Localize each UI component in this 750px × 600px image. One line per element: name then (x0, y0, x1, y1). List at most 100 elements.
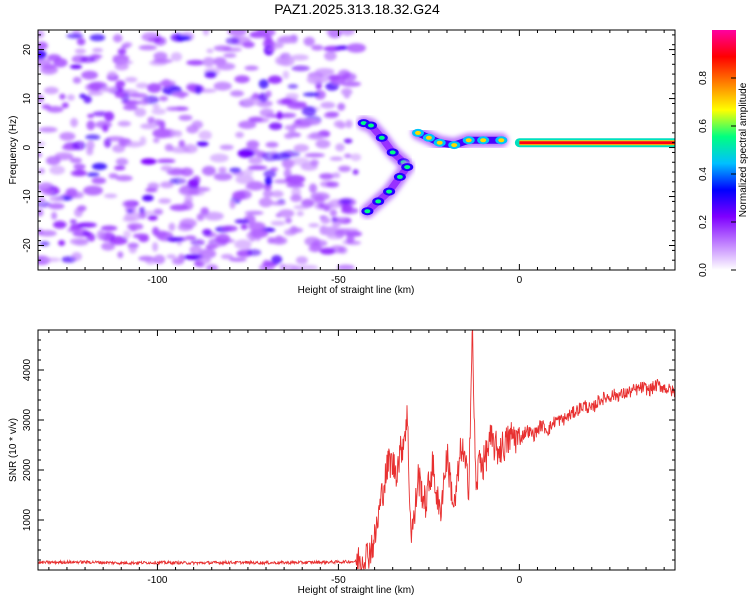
y-tick-label: -10 (22, 189, 33, 204)
noise-blob (328, 74, 341, 81)
noise-blob (268, 122, 283, 130)
feature-peak (465, 138, 472, 143)
noise-blob (346, 43, 366, 53)
noise-blob (71, 252, 82, 261)
noise-blob (311, 44, 324, 51)
noise-blob (329, 209, 338, 217)
noise-blob (335, 216, 347, 222)
noise-blob (38, 49, 47, 60)
feature-peak (480, 138, 487, 143)
noise-blob (246, 181, 265, 191)
noise-blob (341, 203, 353, 213)
noise-blob (92, 54, 103, 59)
noise-blob (104, 193, 118, 199)
noise-blob (230, 90, 244, 97)
noise-blob (129, 93, 148, 98)
noise-blob (160, 181, 174, 189)
noise-blob (293, 144, 309, 153)
noise-blob (112, 34, 123, 43)
noise-blob (282, 70, 290, 80)
feature-peak (451, 143, 458, 148)
noise-blob (285, 217, 292, 224)
noise-blob (282, 159, 293, 170)
noise-blob (177, 223, 194, 232)
noise-blob (178, 114, 193, 121)
noise-blob (91, 177, 107, 185)
noise-blob (53, 220, 67, 229)
colorbar-tick-label: 0.6 (698, 119, 709, 133)
noise-blob (175, 35, 192, 41)
noise-blob (156, 158, 176, 164)
noise-blob (335, 143, 345, 152)
noise-blob (266, 47, 276, 52)
noise-blob (279, 56, 295, 67)
noise-blob (243, 97, 261, 106)
noise-blob (138, 255, 154, 262)
noise-blob (303, 36, 315, 47)
noise-blob (108, 173, 119, 179)
noise-blob (284, 229, 296, 236)
noise-blob (341, 72, 357, 82)
noise-blob (99, 87, 118, 92)
noise-blob (127, 208, 134, 214)
noise-blob (41, 187, 53, 196)
noise-blob (326, 30, 339, 36)
noise-blob (74, 48, 86, 54)
noise-blob (112, 54, 130, 60)
noise-blob (285, 174, 306, 184)
noise-blob (244, 65, 259, 71)
noise-blob (165, 144, 172, 151)
noise-blob (104, 111, 115, 122)
noise-blob (265, 141, 279, 148)
noise-blob (66, 33, 84, 39)
figure-title: PAZ1.2025.313.18.32.G24 (274, 1, 440, 17)
noise-blob (296, 210, 304, 217)
noise-blob (147, 215, 158, 221)
noise-blob (49, 165, 65, 175)
noise-blob (73, 163, 86, 170)
noise-blob (123, 104, 138, 111)
noise-blob (151, 108, 167, 115)
noise-blob (38, 126, 58, 133)
feature-peak (368, 123, 374, 128)
noise-blob (69, 219, 77, 224)
noise-blob (180, 167, 194, 177)
noise-blob (215, 233, 231, 244)
colorbar-ticks: 0.0 0.2 0.4 0.6 0.8 (698, 71, 736, 277)
noise-blob (258, 197, 273, 208)
noise-blob (258, 92, 269, 103)
noise-blob (70, 117, 78, 128)
noise-blob (38, 208, 44, 217)
noise-blob (333, 120, 345, 128)
noise-blob (38, 168, 45, 174)
spectrogram-x-axis-label: Height of straight line (km) (298, 285, 415, 296)
noise-blob (166, 237, 183, 242)
noise-blob (338, 165, 351, 172)
noise-blob (152, 103, 160, 110)
noise-blob (100, 225, 118, 231)
y-tick-label: 3000 (22, 408, 33, 431)
noise-blob (38, 141, 46, 147)
noise-blob (341, 81, 362, 87)
noise-blob (291, 121, 312, 129)
noise-blob (225, 37, 240, 45)
x-tick-label: 0 (517, 275, 523, 286)
noise-blob (89, 34, 106, 42)
noise-blob (248, 116, 264, 123)
noise-blob (252, 92, 259, 98)
noise-blob (170, 146, 191, 154)
noise-blob (86, 120, 96, 131)
noise-blob (323, 204, 331, 212)
noise-blob (46, 106, 64, 113)
noise-blob (270, 220, 286, 226)
noise-blob (140, 123, 157, 130)
noise-blob (87, 113, 95, 119)
noise-blob (270, 201, 286, 206)
noise-blob (135, 82, 149, 89)
noise-blob (77, 222, 97, 228)
noise-blob (213, 81, 232, 91)
noise-blob (234, 75, 250, 84)
feature-peak (415, 130, 421, 135)
